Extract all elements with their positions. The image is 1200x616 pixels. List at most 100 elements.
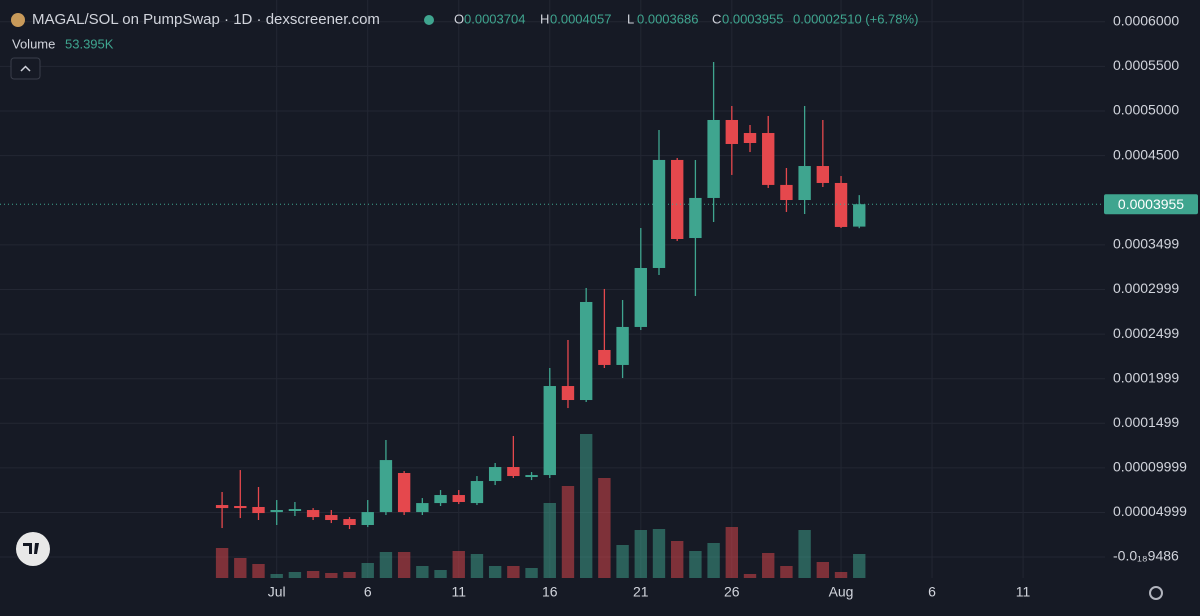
y-tick-label: 0.0001499	[1113, 414, 1179, 430]
candle-body	[834, 182, 848, 227]
volume-bar	[853, 554, 866, 578]
ohlc-value: 0.0004057	[550, 11, 611, 26]
y-tick-label: 0.0006000	[1113, 12, 1179, 28]
candle-body	[288, 509, 302, 512]
volume-bar	[397, 551, 411, 578]
candle-body	[306, 510, 320, 518]
ohlc-change: 0.00002510 (+6.78%)	[793, 11, 918, 26]
candle-body	[725, 119, 739, 144]
ohlc-key: C	[712, 11, 721, 26]
volume-bar	[379, 551, 393, 578]
x-tick-label: 6	[364, 584, 372, 600]
volume-bar	[616, 544, 629, 578]
volume-bar	[325, 572, 338, 578]
candle-body	[561, 386, 575, 401]
volume-bar	[215, 547, 229, 578]
y-tick-label: 0.0002999	[1113, 280, 1179, 296]
collapse-button[interactable]	[10, 57, 41, 80]
volume-bar	[780, 565, 793, 578]
volume-bar	[507, 565, 520, 578]
settings-icon[interactable]	[1149, 586, 1163, 600]
x-tick-label: 26	[724, 584, 740, 600]
volume-bar	[816, 561, 830, 578]
y-tick-label: 0.00004999	[1113, 503, 1187, 519]
candle-body	[780, 184, 793, 201]
volume-bar	[234, 557, 247, 578]
volume-bar	[306, 570, 320, 578]
ohlc-value: 0.0003704	[464, 11, 525, 26]
candle-body	[488, 467, 502, 482]
y-tick-label: 0.0001999	[1113, 369, 1179, 385]
ohlc-legend: O 0.0003704 H 0.0004057 L 0.0003686 C 0.0003955…	[454, 11, 918, 26]
x-tick-label: Aug	[829, 584, 854, 600]
candle-body	[452, 495, 465, 502]
volume-bar	[434, 569, 447, 578]
candle-body	[416, 503, 429, 513]
candle-body	[689, 197, 702, 239]
x-tick-label: 11	[1016, 584, 1031, 600]
volume-bar	[652, 528, 666, 578]
ohlc-value: 0.0003955	[722, 11, 783, 26]
token-icon	[11, 13, 25, 27]
candle-body	[798, 166, 811, 201]
axes: -0.0₁₈9486 0.00004999 0.00009999 0.0001499 0…	[268, 12, 1198, 600]
y-tick-label: 0.00009999	[1113, 459, 1187, 475]
volume-bar	[525, 567, 538, 578]
ohlc-key: O	[454, 11, 464, 26]
volume-bar	[252, 563, 265, 578]
ohlc-key: H	[540, 11, 549, 26]
candle-body	[853, 204, 866, 227]
candle-body	[270, 510, 283, 513]
price-label-box	[1104, 194, 1198, 215]
candle-body	[525, 475, 538, 478]
candle-body	[507, 467, 520, 477]
candle-body	[434, 495, 447, 504]
candle-body	[379, 460, 393, 513]
candle-body	[361, 512, 374, 526]
volume-bar	[579, 433, 593, 578]
candle-body	[762, 133, 775, 185]
candle-body	[616, 326, 629, 365]
volume-bar	[343, 571, 356, 578]
candle-body	[343, 519, 356, 526]
collapse-icon	[20, 65, 31, 72]
status-dot	[424, 15, 434, 25]
volume-bar	[488, 565, 502, 578]
tv-logo[interactable]	[16, 532, 50, 566]
candle-body	[215, 505, 229, 509]
y-tick-label: 0.0005500	[1113, 57, 1179, 73]
x-tick-label: 21	[633, 584, 649, 600]
candle-body	[397, 472, 411, 513]
candle-body	[671, 159, 684, 239]
volume-bar	[798, 529, 811, 578]
candle-body	[707, 119, 720, 198]
candle-body	[598, 349, 611, 365]
x-tick-label: Jul	[268, 584, 286, 600]
volume-bar	[725, 526, 739, 578]
candle-body	[234, 506, 247, 509]
candle-body	[470, 481, 484, 504]
tv-logo-mark	[23, 543, 39, 554]
volume-bar	[598, 477, 611, 578]
chart-title: MAGAL/SOL on PumpSwap · 1D · dexscreener…	[32, 11, 380, 28]
volume-value: 53.395K	[65, 36, 114, 51]
volume-layer	[215, 433, 866, 578]
x-tick-label: 16	[542, 584, 558, 600]
volume-bar	[416, 565, 429, 578]
candle-body	[652, 159, 666, 268]
ohlc-value: 0.0003686	[637, 11, 698, 26]
volume-bar	[288, 571, 302, 578]
volume-bar	[361, 562, 374, 578]
grid	[0, 0, 1105, 578]
volume-bar	[834, 571, 848, 578]
y-tick-label: 0.0002499	[1113, 325, 1179, 341]
volume-bar	[689, 550, 702, 578]
candle-layer	[0, 62, 1105, 530]
volume-bar	[270, 573, 283, 578]
candle-body	[743, 133, 757, 144]
candle-body	[543, 386, 556, 476]
ohlc-key: L	[627, 11, 634, 26]
y-tick-label: 0.0005000	[1113, 102, 1179, 118]
volume-bar	[470, 553, 484, 578]
